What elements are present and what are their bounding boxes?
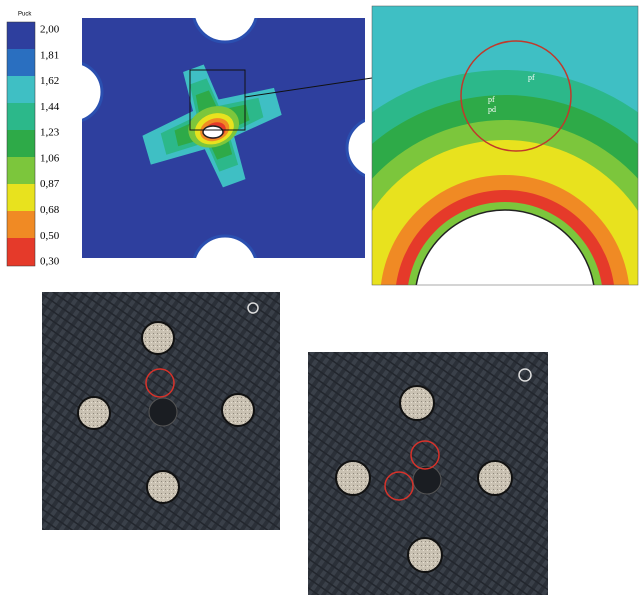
legend-label: 1,81 xyxy=(40,49,59,61)
color-legend: Puck 2,00 1,81 1,62 1,44 1,23 1,06 0,87 0,68 0,5… xyxy=(7,12,60,268)
legend-swatch xyxy=(7,157,35,184)
legend-swatch xyxy=(7,76,35,103)
legend-swatch xyxy=(7,103,35,130)
legend-swatch xyxy=(7,238,35,266)
legend-label: 2,00 xyxy=(40,24,60,36)
legend-label: 1,44 xyxy=(40,101,60,113)
legend-title: Puck xyxy=(18,12,32,18)
specimen-photo xyxy=(308,352,548,595)
legend-swatch xyxy=(7,211,35,238)
legend-label: 0,68 xyxy=(40,204,60,216)
failure-label: pf xyxy=(488,95,495,104)
legend-swatch xyxy=(7,22,35,49)
legend-label: 1,23 xyxy=(40,127,60,139)
failure-label: pd xyxy=(488,105,496,114)
failure-label: pf xyxy=(528,73,535,82)
figure: Puck 2,00 1,81 1,62 1,44 1,23 1,06 0,87 0,68 0,5… xyxy=(0,0,639,598)
legend-swatch xyxy=(7,184,35,211)
legend-label: 1,62 xyxy=(40,75,59,87)
fe-model xyxy=(42,0,407,300)
legend-swatch xyxy=(7,49,35,76)
legend-label: 0,30 xyxy=(40,256,60,268)
legend-label: 1,06 xyxy=(40,152,60,164)
legend-label: 0,87 xyxy=(40,178,60,190)
legend-label: 0,50 xyxy=(40,230,60,242)
specimen-photo xyxy=(42,292,280,530)
legend-swatch xyxy=(7,130,35,157)
